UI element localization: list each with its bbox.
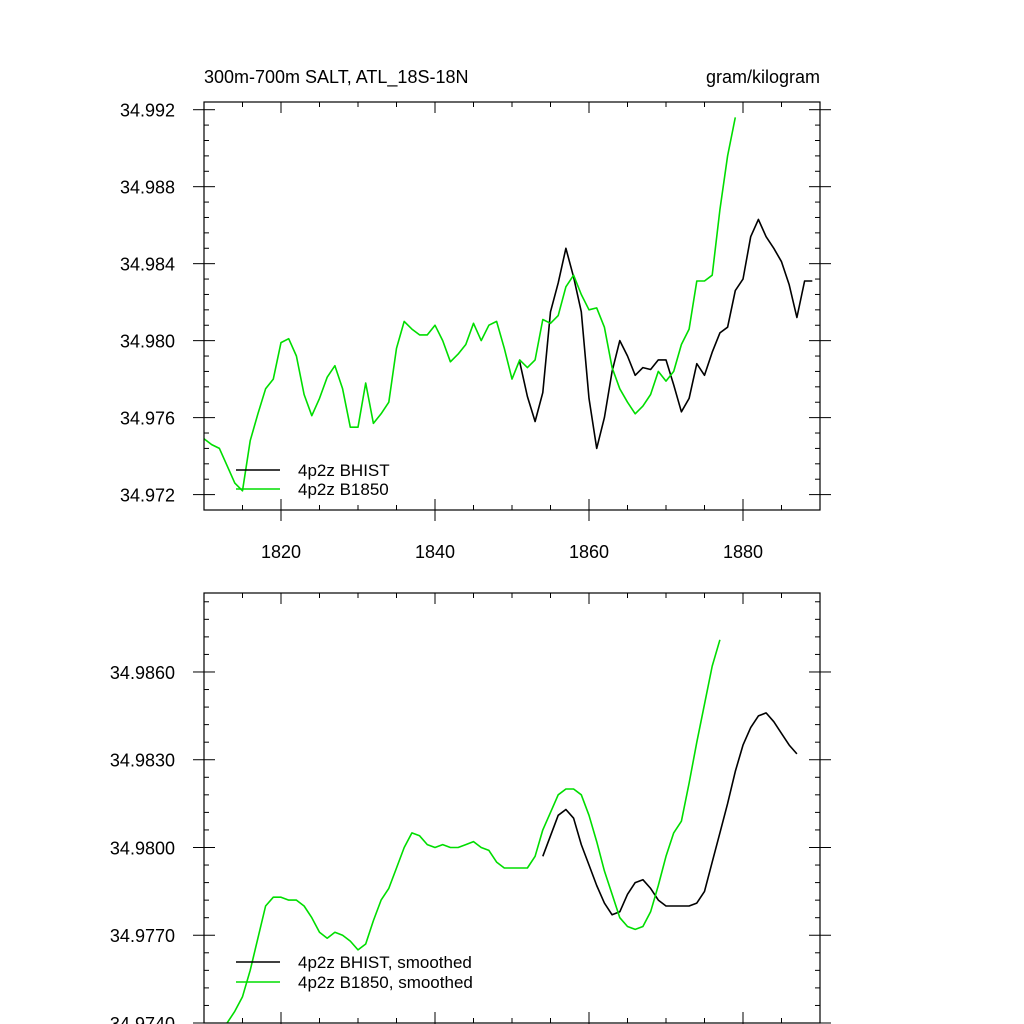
x-tick-label: 1840 (415, 542, 455, 562)
series-line-4p2z-bhist-smoothed (542, 712, 798, 916)
series-line-4p2z-b1850-smoothed (226, 639, 721, 1023)
legend-label-bhist: 4p2z BHIST (298, 461, 390, 480)
legend-label-bhist-smoothed: 4p2z BHIST, smoothed (298, 953, 472, 972)
y-tick-label: 34.988 (120, 178, 175, 198)
y-tick-label: 34.984 (120, 255, 175, 275)
y-tick-label: 34.9800 (110, 838, 175, 858)
y-tick-label: 34.9860 (110, 663, 175, 683)
top-panel-series (204, 117, 813, 492)
x-tick-label: 1820 (261, 542, 301, 562)
top-panel-ticks: 1820 1840 1860 1880 34.972 34.976 34.980 34.984… (120, 101, 831, 562)
x-tick-label: 1880 (723, 542, 763, 562)
bottom-panel-frame (203, 592, 821, 1024)
y-tick-label: 34.972 (120, 486, 175, 506)
chart-title: 300m-700m SALT, ATL_18S-18N (204, 67, 468, 88)
bottom-panel-legend: 4p2z BHIST, smoothed 4p2z B1850, smoothe… (236, 953, 473, 992)
legend-label-b1850-smoothed: 4p2z B1850, smoothed (298, 973, 473, 992)
y-tick-label: 34.980 (120, 332, 175, 352)
top-panel-frame (203, 101, 821, 511)
legend-label-b1850: 4p2z B1850 (298, 480, 389, 499)
bottom-panel-ticks: 34.9740 34.9770 34.9800 34.9830 34.9860 (110, 593, 831, 1024)
y-tick-label: 34.992 (120, 101, 175, 121)
units-label: gram/kilogram (706, 67, 820, 87)
y-tick-label: 34.9740 (110, 1014, 175, 1024)
bottom-panel-series (226, 639, 798, 1023)
series-line-4p2z-b1850 (204, 117, 737, 492)
top-panel-legend: 4p2z BHIST 4p2z B1850 (236, 461, 390, 499)
top-panel: 1820 1840 1860 1880 34.972 34.976 34.980 34.984… (120, 101, 831, 562)
y-tick-label: 34.976 (120, 409, 175, 429)
y-tick-label: 34.9770 (110, 926, 175, 946)
y-tick-label: 34.9830 (110, 751, 175, 771)
series-line-4p2z-bhist (518, 218, 813, 450)
x-tick-label: 1860 (569, 542, 609, 562)
bottom-panel: 34.9740 34.9770 34.9800 34.9830 34.9860 4p2z… (110, 592, 831, 1024)
